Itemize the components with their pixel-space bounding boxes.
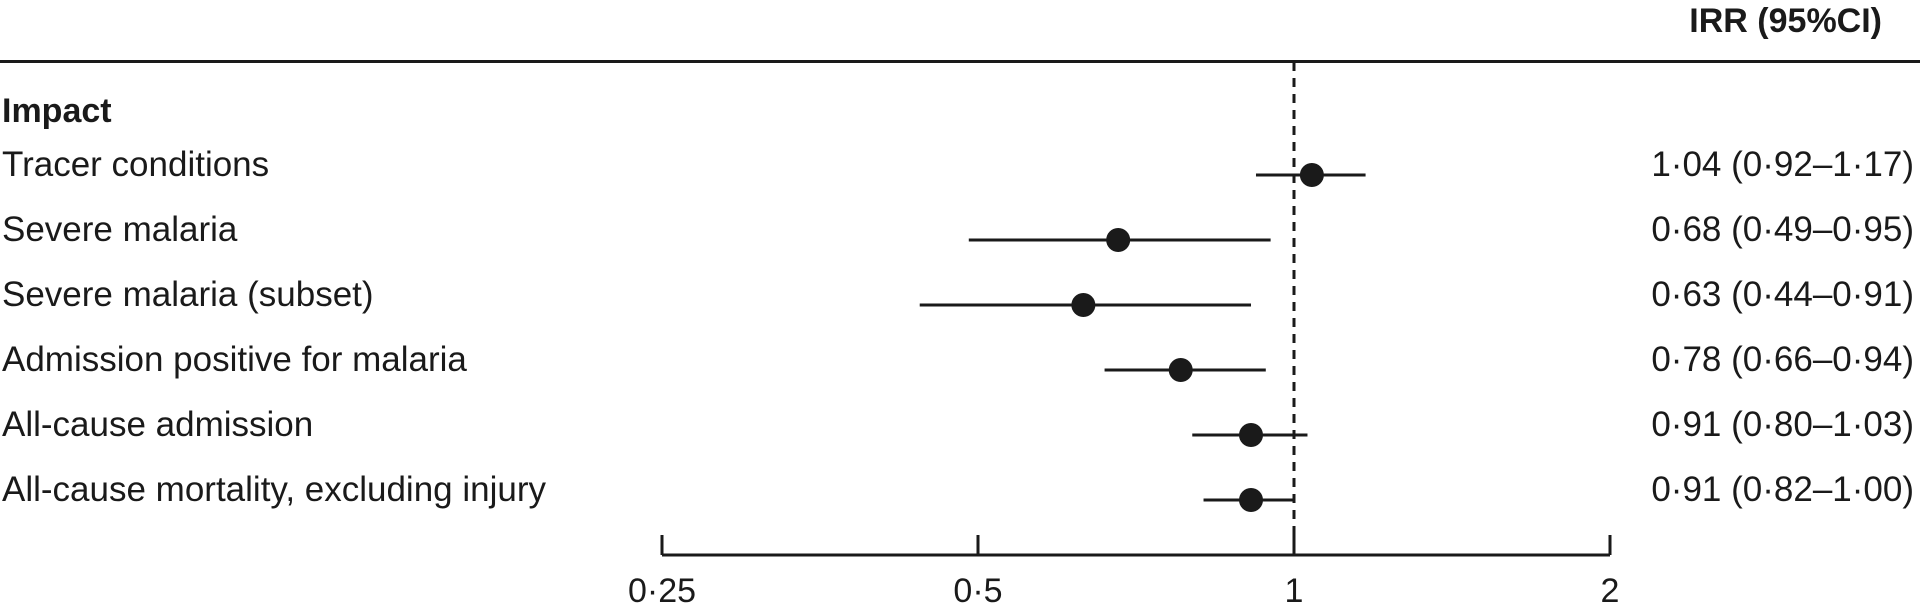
- row-ci-text: 0·63 (0·44–0·91): [1651, 275, 1914, 314]
- row-label: Severe malaria (subset): [2, 275, 374, 314]
- point-estimate: [1239, 488, 1264, 512]
- point-estimate: [1239, 423, 1264, 447]
- x-tick-label: 0·25: [628, 572, 696, 610]
- section-label: Impact: [2, 92, 112, 130]
- estimates: [919, 163, 1366, 512]
- x-tick-label: 2: [1601, 572, 1620, 610]
- x-axis: 0·25 0·5 1 2: [628, 535, 1619, 610]
- row-ci-text: 0·91 (0·82–1·00): [1651, 470, 1914, 509]
- row-label: Tracer conditions: [2, 145, 270, 184]
- row-ci-text: 1·04 (0·92–1·17): [1651, 145, 1914, 184]
- row-ci-text: 0·78 (0·66–0·94): [1651, 340, 1914, 379]
- ci-column-header: IRR (95%CI): [1689, 2, 1882, 40]
- row-label: Severe malaria: [2, 210, 238, 249]
- x-tick-label: 0·5: [953, 572, 1002, 610]
- x-tick-label: 1: [1285, 572, 1304, 610]
- row-label: All-cause mortality, excluding injury: [2, 470, 547, 509]
- row-label: All-cause admission: [2, 405, 314, 444]
- top-rule: [0, 60, 1920, 63]
- point-estimate: [1299, 163, 1324, 187]
- point-estimate: [1071, 293, 1096, 317]
- row-ci-text: 0·68 (0·49–0·95): [1651, 210, 1914, 249]
- row-label: Admission positive for malaria: [2, 340, 467, 379]
- row-ci-text: 0·91 (0·80–1·03): [1651, 405, 1914, 444]
- point-estimate: [1106, 228, 1131, 252]
- point-estimate: [1168, 358, 1193, 382]
